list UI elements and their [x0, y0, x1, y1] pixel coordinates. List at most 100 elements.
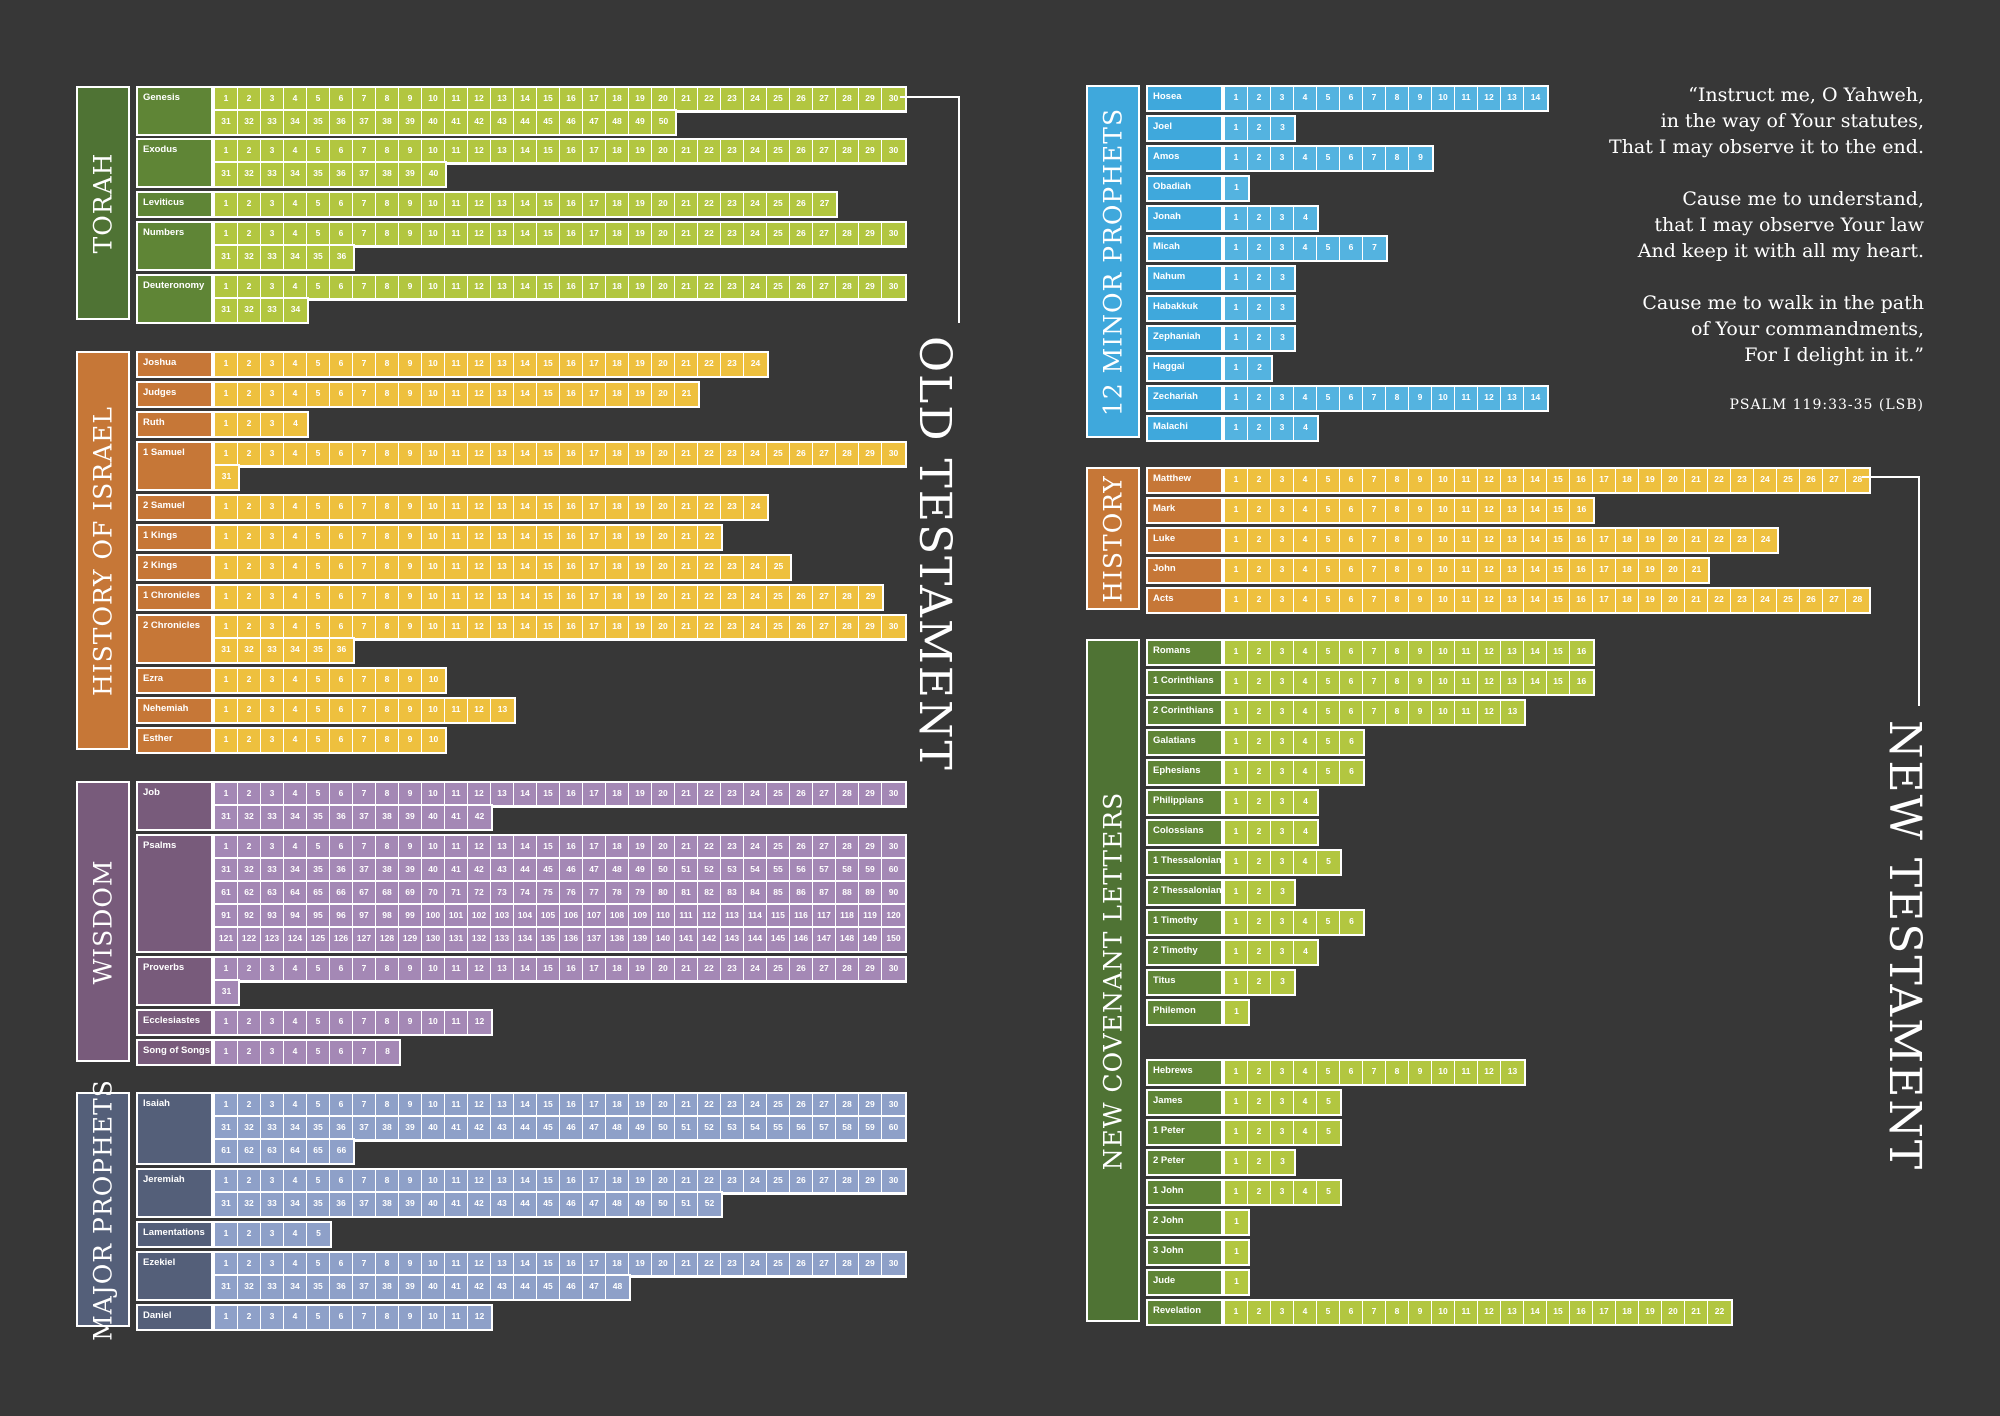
- chapter-cell[interactable]: 49: [629, 859, 652, 882]
- chapter-cell[interactable]: 91: [215, 905, 238, 928]
- chapter-cell[interactable]: 14: [1524, 1301, 1547, 1324]
- chapter-cell[interactable]: 6: [1340, 701, 1363, 724]
- chapter-cell[interactable]: 25: [767, 443, 790, 466]
- chapter-cell[interactable]: 26: [790, 88, 813, 111]
- chapter-cell[interactable]: 10: [422, 958, 445, 981]
- chapter-cell[interactable]: 16: [560, 383, 583, 406]
- chapter-cell[interactable]: 135: [537, 928, 560, 951]
- chapter-cell[interactable]: 7: [1363, 87, 1386, 110]
- chapter-cell[interactable]: 25: [767, 783, 790, 806]
- chapter-cell[interactable]: 3: [261, 413, 284, 436]
- chapter-cell[interactable]: 31: [215, 806, 238, 829]
- chapter-cell[interactable]: 34: [284, 859, 307, 882]
- chapter-cell[interactable]: 24: [744, 616, 767, 639]
- chapter-cell[interactable]: 55: [767, 859, 790, 882]
- book-name[interactable]: Philemon: [1146, 999, 1223, 1026]
- chapter-cell[interactable]: 6: [330, 1306, 353, 1329]
- book-name[interactable]: Colossians: [1146, 819, 1223, 846]
- chapter-cell[interactable]: 31: [215, 299, 238, 322]
- chapter-cell[interactable]: 36: [330, 859, 353, 882]
- chapter-cell[interactable]: 6: [330, 496, 353, 519]
- chapter-cell[interactable]: 8: [376, 783, 399, 806]
- chapter-cell[interactable]: 24: [744, 496, 767, 519]
- chapter-cell[interactable]: 28: [1846, 469, 1869, 492]
- chapter-cell[interactable]: 11: [445, 699, 468, 722]
- book-name[interactable]: Micah: [1146, 235, 1223, 262]
- chapter-cell[interactable]: 21: [675, 443, 698, 466]
- chapter-cell[interactable]: 4: [284, 669, 307, 692]
- book-name[interactable]: Exodus: [136, 138, 213, 188]
- chapter-cell[interactable]: 10: [422, 729, 445, 752]
- chapter-cell[interactable]: 17: [583, 586, 606, 609]
- chapter-cell[interactable]: 13: [491, 383, 514, 406]
- chapter-cell[interactable]: 13: [491, 1094, 514, 1117]
- chapter-cell[interactable]: 4: [1294, 911, 1317, 934]
- chapter-cell[interactable]: 22: [698, 616, 721, 639]
- chapter-cell[interactable]: 4: [284, 1223, 307, 1246]
- chapter-cell[interactable]: 9: [399, 223, 422, 246]
- chapter-cell[interactable]: 1: [215, 353, 238, 376]
- chapter-cell[interactable]: 6: [330, 836, 353, 859]
- chapter-cell[interactable]: 18: [606, 223, 629, 246]
- chapter-cell[interactable]: 2: [238, 1041, 261, 1064]
- chapter-cell[interactable]: 8: [1386, 1061, 1409, 1084]
- chapter-cell[interactable]: 10: [1432, 701, 1455, 724]
- chapter-cell[interactable]: 29: [859, 1170, 882, 1193]
- chapter-cell[interactable]: 27: [813, 1253, 836, 1276]
- chapter-cell[interactable]: 9: [399, 276, 422, 299]
- chapter-cell[interactable]: 28: [836, 276, 859, 299]
- chapter-cell[interactable]: 2: [1248, 761, 1271, 784]
- chapter-cell[interactable]: 119: [859, 905, 882, 928]
- chapter-cell[interactable]: 3: [1271, 911, 1294, 934]
- chapter-cell[interactable]: 3: [261, 1011, 284, 1034]
- chapter-cell[interactable]: 1: [215, 496, 238, 519]
- chapter-cell[interactable]: 28: [836, 616, 859, 639]
- chapter-cell[interactable]: 12: [1478, 87, 1501, 110]
- chapter-cell[interactable]: 6: [330, 586, 353, 609]
- chapter-cell[interactable]: 24: [744, 1170, 767, 1193]
- chapter-cell[interactable]: 3: [1271, 641, 1294, 664]
- chapter-cell[interactable]: 36: [330, 639, 353, 662]
- chapter-cell[interactable]: 18: [1616, 589, 1639, 612]
- chapter-cell[interactable]: 12: [468, 556, 491, 579]
- chapter-cell[interactable]: 1: [1225, 357, 1248, 380]
- chapter-cell[interactable]: 16: [1570, 499, 1593, 522]
- chapter-cell[interactable]: 79: [629, 882, 652, 905]
- chapter-cell[interactable]: 34: [284, 806, 307, 829]
- chapter-cell[interactable]: 69: [399, 882, 422, 905]
- chapter-cell[interactable]: 59: [859, 1117, 882, 1140]
- chapter-cell[interactable]: 25: [767, 276, 790, 299]
- chapter-cell[interactable]: 10: [1432, 1061, 1455, 1084]
- book-name[interactable]: 2 Chronicles: [136, 614, 213, 664]
- chapter-cell[interactable]: 12: [468, 958, 491, 981]
- chapter-cell[interactable]: 10: [422, 586, 445, 609]
- chapter-cell[interactable]: 55: [767, 1117, 790, 1140]
- chapter-cell[interactable]: 13: [1501, 641, 1524, 664]
- chapter-cell[interactable]: 17: [1593, 559, 1616, 582]
- chapter-cell[interactable]: 4: [1294, 761, 1317, 784]
- chapter-cell[interactable]: 2: [238, 836, 261, 859]
- chapter-cell[interactable]: 30: [882, 443, 905, 466]
- chapter-cell[interactable]: 2: [238, 729, 261, 752]
- chapter-cell[interactable]: 14: [514, 88, 537, 111]
- chapter-cell[interactable]: 20: [1662, 559, 1685, 582]
- chapter-cell[interactable]: 114: [744, 905, 767, 928]
- chapter-cell[interactable]: 5: [307, 383, 330, 406]
- chapter-cell[interactable]: 37: [353, 1117, 376, 1140]
- chapter-cell[interactable]: 24: [744, 193, 767, 216]
- chapter-cell[interactable]: 3: [261, 616, 284, 639]
- chapter-cell[interactable]: 16: [1570, 671, 1593, 694]
- chapter-cell[interactable]: 133: [491, 928, 514, 951]
- book-name[interactable]: Malachi: [1146, 415, 1223, 442]
- chapter-cell[interactable]: 1: [215, 1011, 238, 1034]
- chapter-cell[interactable]: 82: [698, 882, 721, 905]
- chapter-cell[interactable]: 4: [1294, 237, 1317, 260]
- chapter-cell[interactable]: 21: [675, 1253, 698, 1276]
- chapter-cell[interactable]: 25: [767, 223, 790, 246]
- chapter-cell[interactable]: 41: [445, 1276, 468, 1299]
- chapter-cell[interactable]: 28: [836, 783, 859, 806]
- chapter-cell[interactable]: 6: [1340, 911, 1363, 934]
- chapter-cell[interactable]: 42: [468, 111, 491, 134]
- chapter-cell[interactable]: 28: [836, 586, 859, 609]
- chapter-cell[interactable]: 13: [491, 783, 514, 806]
